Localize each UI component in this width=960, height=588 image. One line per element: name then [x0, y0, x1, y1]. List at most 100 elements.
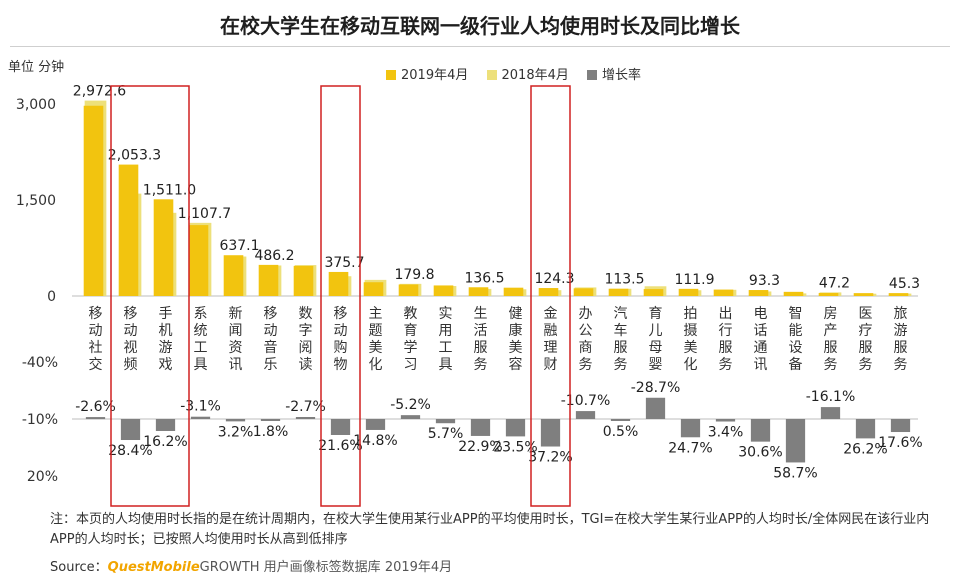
y-tick-label: 1,500	[16, 193, 56, 209]
growth-bar	[750, 419, 771, 442]
growth-value-label: -28.7%	[631, 380, 681, 396]
category-label: 机	[159, 323, 173, 339]
category-label: 车	[614, 322, 628, 339]
bar-2019	[643, 289, 664, 296]
growth-bar	[575, 411, 596, 419]
category-label: 移	[334, 306, 348, 322]
category-label: 活	[474, 323, 488, 339]
legend-label-growth: 增长率	[602, 68, 642, 83]
bar-2019	[363, 282, 384, 296]
growth-bar	[295, 417, 316, 420]
category-label: 字	[299, 323, 313, 339]
category-label: 视	[124, 340, 138, 356]
category-label: 讯	[754, 357, 768, 373]
category-label: 母	[649, 340, 663, 356]
source-brand: QuestMobile	[107, 560, 200, 575]
category-label: 务	[474, 357, 488, 373]
category-label: 务	[859, 357, 873, 373]
category-label: 讯	[229, 357, 243, 373]
footnote: 注：本页的人均使用时长指的是在统计周期内，在校大学生使用某行业APP的平均使用时…	[50, 512, 930, 547]
bar-2019	[293, 265, 314, 296]
bar-2019	[223, 255, 244, 296]
category-label: 务	[894, 357, 908, 373]
category-label: 汽	[614, 306, 628, 322]
category-label: 生	[474, 306, 488, 322]
category-label: 医	[859, 306, 873, 322]
growth-bar	[540, 419, 561, 447]
growth-value-label: 21.6%	[318, 438, 362, 454]
category-label: 主	[369, 306, 383, 322]
growth-tick-label: -40%	[22, 355, 58, 371]
category-label: 购	[334, 340, 348, 356]
category-label: 新	[229, 306, 243, 322]
category-label: 摄	[684, 323, 698, 339]
category-label: 拍	[684, 306, 698, 322]
category-label: 学	[404, 340, 418, 356]
category-label: 行	[719, 323, 733, 339]
bar-2019	[748, 290, 769, 296]
growth-value-label: -10.7%	[561, 393, 611, 409]
bar-2019	[468, 287, 489, 296]
y-tick-label: 3,000	[16, 97, 56, 113]
category-label: 交	[89, 356, 103, 373]
category-label: 化	[684, 357, 698, 373]
bar-value-label: 1,511.0	[143, 182, 196, 198]
growth-value-label: 23.5%	[493, 439, 537, 455]
category-label: 资	[229, 340, 243, 356]
category-label: 游	[159, 340, 173, 356]
source-rest: GROWTH 用户画像标签数据库 2019年4月	[199, 560, 453, 575]
growth-value-label: 26.2%	[843, 441, 887, 457]
bar-value-label: 45.3	[889, 276, 920, 292]
category-label: 金	[544, 306, 558, 322]
category-label: 服	[719, 340, 733, 356]
legend-item-growth: 增长率	[587, 64, 641, 83]
bar-2019	[573, 288, 594, 296]
growth-bar	[435, 419, 456, 424]
y-tick-label: 0	[47, 289, 56, 305]
category-label: 办	[579, 306, 593, 322]
category-label: 具	[439, 357, 453, 373]
title-divider	[10, 46, 950, 47]
category-label: 公	[579, 323, 593, 339]
category-label: 用	[439, 323, 453, 339]
bar-value-label: 179.8	[394, 267, 434, 283]
growth-value-label: 5.7%	[428, 426, 464, 442]
category-label: 设	[789, 340, 803, 356]
category-label: 动	[89, 323, 103, 339]
growth-value-label: 30.6%	[738, 445, 782, 461]
category-label: 婴	[649, 357, 663, 373]
category-label: 动	[264, 323, 278, 339]
category-label: 服	[894, 340, 908, 356]
growth-value-label: 1.8%	[253, 424, 289, 440]
category-label: 理	[544, 340, 558, 356]
growth-bar	[855, 419, 876, 439]
growth-value-label: 0.5%	[603, 424, 639, 440]
category-label: 出	[719, 306, 733, 322]
category-label: 育	[404, 323, 418, 339]
growth-value-label: 22.9%	[458, 439, 502, 455]
category-label: 美	[369, 340, 383, 356]
category-label: 务	[579, 357, 593, 373]
category-label: 系	[194, 306, 208, 322]
growth-bar	[260, 419, 281, 421]
bar-value-label: 113.5	[604, 272, 644, 288]
bar-2019	[713, 289, 734, 296]
growth-value-label: 16.2%	[143, 434, 187, 450]
growth-value-label: -2.7%	[285, 399, 326, 415]
legend-label-2019: 2019年4月	[401, 68, 469, 83]
category-label: 融	[544, 323, 558, 339]
category-label: 疗	[859, 323, 873, 339]
growth-bar	[715, 419, 736, 422]
category-label: 教	[404, 306, 418, 322]
growth-value-label: 17.6%	[878, 435, 922, 451]
category-label: 移	[124, 306, 138, 322]
bar-2019	[258, 264, 279, 296]
category-label: 容	[509, 356, 523, 373]
category-label: 乐	[264, 357, 278, 373]
growth-bar	[85, 417, 106, 420]
category-label: 动	[124, 323, 138, 339]
source-prefix: Source：	[50, 560, 108, 575]
category-label: 健	[509, 306, 523, 322]
growth-bar	[365, 419, 386, 430]
legend-swatch-2019	[386, 69, 396, 80]
